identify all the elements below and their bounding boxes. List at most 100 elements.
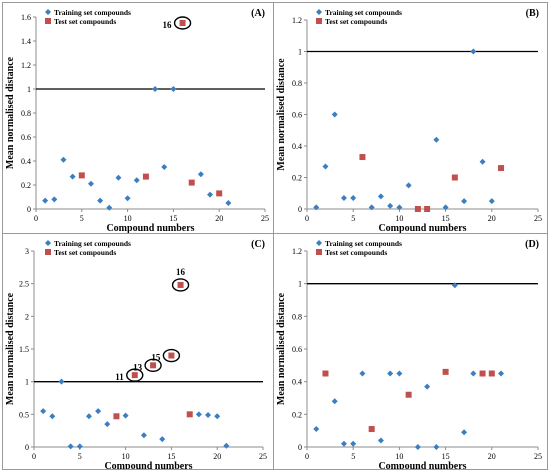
data-point-training <box>424 383 431 390</box>
x-tick-label: 25 <box>259 452 267 461</box>
horizontal-divider <box>3 233 547 234</box>
data-point-training <box>470 48 477 55</box>
y-tick-label: 1.2 <box>292 247 302 256</box>
data-point-test <box>359 154 366 161</box>
data-point-test <box>216 190 223 197</box>
y-tick-label: 1.5 <box>19 345 29 354</box>
data-point-training <box>170 86 177 92</box>
y-tick-label: 0 <box>298 205 302 214</box>
y-tick-label: 0.8 <box>292 312 302 321</box>
data-point-training <box>433 136 440 143</box>
data-point-training <box>124 195 131 202</box>
data-point-test <box>414 206 421 212</box>
x-tick-label: 15 <box>167 452 175 461</box>
data-point-training <box>405 182 412 189</box>
y-tick-label: 0.8 <box>292 79 302 88</box>
x-tick-label: 5 <box>78 452 82 461</box>
y-tick-label: 0 <box>25 443 29 452</box>
data-point-test <box>142 173 149 180</box>
data-point-training <box>225 200 232 206</box>
data-point-training <box>359 370 366 377</box>
legend-label: Training set compounds <box>54 8 131 17</box>
data-point-training <box>49 413 56 420</box>
x-axis-label: Compound numbers <box>378 461 466 469</box>
x-tick-label: 10 <box>395 452 403 461</box>
data-point-test <box>186 411 193 418</box>
annotation-label: 13 <box>133 362 143 372</box>
data-point-training <box>140 432 147 439</box>
data-point-training <box>51 196 58 203</box>
data-point-training <box>461 198 468 205</box>
data-point-test <box>188 179 195 186</box>
data-point-training <box>461 429 468 436</box>
data-point-test <box>424 206 431 212</box>
y-tick-label: 0.8 <box>21 109 31 118</box>
data-point-training <box>433 444 440 450</box>
data-point-training <box>197 171 204 178</box>
data-point-training <box>97 197 104 204</box>
x-tick-label: 15 <box>442 452 450 461</box>
data-point-test <box>488 370 495 377</box>
data-point-training <box>195 411 202 418</box>
data-point-training <box>350 194 357 201</box>
annotation-circle <box>173 16 192 30</box>
annotation-label: 16 <box>163 20 173 30</box>
data-point-test <box>168 352 175 359</box>
data-point-training <box>122 412 129 419</box>
data-point-training <box>95 408 102 415</box>
x-tick-label: 0 <box>32 452 36 461</box>
x-tick-label: 5 <box>351 452 355 461</box>
x-tick-label: 5 <box>351 214 355 223</box>
data-point-test <box>150 362 157 369</box>
y-tick-label: 1 <box>25 378 29 387</box>
x-tick-label: 20 <box>215 214 223 223</box>
y-tick-label: 1 <box>27 85 31 94</box>
annotation-label: 16 <box>176 267 186 277</box>
y-tick-label: 0 <box>27 205 31 214</box>
chart-panel-d: 0 0.2 0.4 0.6 0.8 1 1.2 0 5 10 15 20 25 Compound numb… <box>274 234 547 469</box>
chart-svg-b: 0 0.2 0.4 0.6 0.8 1 1.2 0 5 10 15 20 25 Compound numb… <box>276 8 542 233</box>
y-tick-label: 0.4 <box>292 142 302 151</box>
data-point-training <box>331 398 338 405</box>
data-point-training <box>396 370 403 377</box>
annotation-circle <box>162 348 181 363</box>
data-point-test <box>179 20 186 26</box>
y-axis-label: Mean normalised distance <box>5 292 16 405</box>
y-tick-label: 3 <box>25 247 29 256</box>
data-point-training <box>159 436 166 443</box>
annotation-circle <box>126 368 144 382</box>
data-point-training <box>115 174 122 181</box>
data-point-training <box>313 426 320 433</box>
legend-marker <box>45 18 51 24</box>
data-point-training <box>313 204 320 211</box>
y-tick-label: 1.4 <box>21 37 31 46</box>
x-tick-label: 20 <box>213 452 221 461</box>
data-point-training <box>396 204 403 211</box>
data-point-training <box>442 204 449 211</box>
chart-panel-c: 0 0.5 1 1.5 2 2.5 3 0 5 10 15 20 25 Compound numbers M… <box>3 234 273 469</box>
data-point-training <box>479 158 486 165</box>
x-axis-label: Compound numbers <box>378 223 466 233</box>
data-point-training <box>76 443 83 450</box>
data-point-training <box>451 282 458 289</box>
legend-label: Training set compounds <box>54 239 131 248</box>
vertical-divider <box>273 3 274 469</box>
annotation-circle <box>171 278 190 292</box>
x-axis-label: Compound numbers <box>106 223 194 233</box>
data-point-training <box>152 86 159 92</box>
data-point-test <box>405 391 412 398</box>
data-point-test <box>368 426 375 433</box>
data-point-training <box>387 370 394 377</box>
x-tick-label: 0 <box>34 214 38 223</box>
data-point-training <box>340 194 347 201</box>
annotation-circle <box>144 358 162 373</box>
data-point-training <box>498 370 505 377</box>
y-tick-label: 0.2 <box>21 181 31 190</box>
data-point-training <box>470 370 477 377</box>
data-point-training <box>67 443 74 450</box>
x-tick-label: 20 <box>488 214 496 223</box>
legend-marker <box>45 249 51 255</box>
data-point-training <box>42 197 49 204</box>
legend-label: Test set compounds <box>325 17 387 26</box>
